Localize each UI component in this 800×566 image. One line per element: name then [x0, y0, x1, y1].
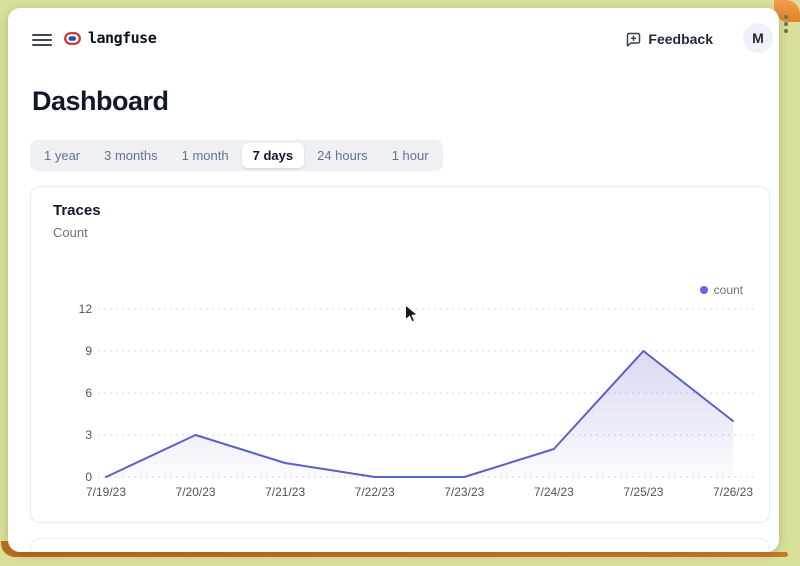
frame-orange-corner: [774, 0, 800, 22]
feedback-button[interactable]: Feedback: [622, 25, 717, 53]
frame-orange-strip: [12, 552, 788, 557]
traces-card: Traces Count count: [30, 186, 770, 523]
next-card-partial: [30, 538, 770, 552]
tab-24-hours[interactable]: 24 hours: [306, 143, 379, 168]
app-window: langfuse Feedback M Dashboard 1 year 3 mo…: [8, 8, 779, 552]
page-title: Dashboard: [32, 86, 169, 116]
avatar[interactable]: M: [743, 23, 773, 53]
top-bar: langfuse Feedback M: [8, 8, 779, 68]
time-range-tabs: 1 year 3 months 1 month 7 days 24 hours 1 hou…: [30, 140, 443, 171]
card-title: Traces: [53, 202, 101, 219]
langfuse-logo-icon: [64, 31, 81, 45]
legend-dot: [699, 286, 708, 294]
tab-1-year[interactable]: 1 year: [33, 143, 91, 168]
chart-legend: count: [699, 283, 743, 297]
tab-3-months[interactable]: 3 months: [93, 143, 168, 168]
card-subtitle: Count: [53, 225, 88, 240]
frame-dots: [784, 15, 790, 36]
tab-1-month[interactable]: 1 month: [171, 143, 240, 168]
tab-7-days[interactable]: 7 days: [241, 143, 305, 168]
brand-wordmark: langfuse: [88, 29, 157, 47]
avatar-initial: M: [752, 30, 764, 46]
menu-button[interactable]: [30, 29, 54, 49]
message-square-plus-icon: [626, 32, 641, 47]
tab-1-hour[interactable]: 1 hour: [381, 143, 440, 168]
legend-label: count: [713, 283, 743, 297]
feedback-label: Feedback: [648, 31, 713, 47]
brand-link[interactable]: langfuse: [64, 29, 157, 47]
